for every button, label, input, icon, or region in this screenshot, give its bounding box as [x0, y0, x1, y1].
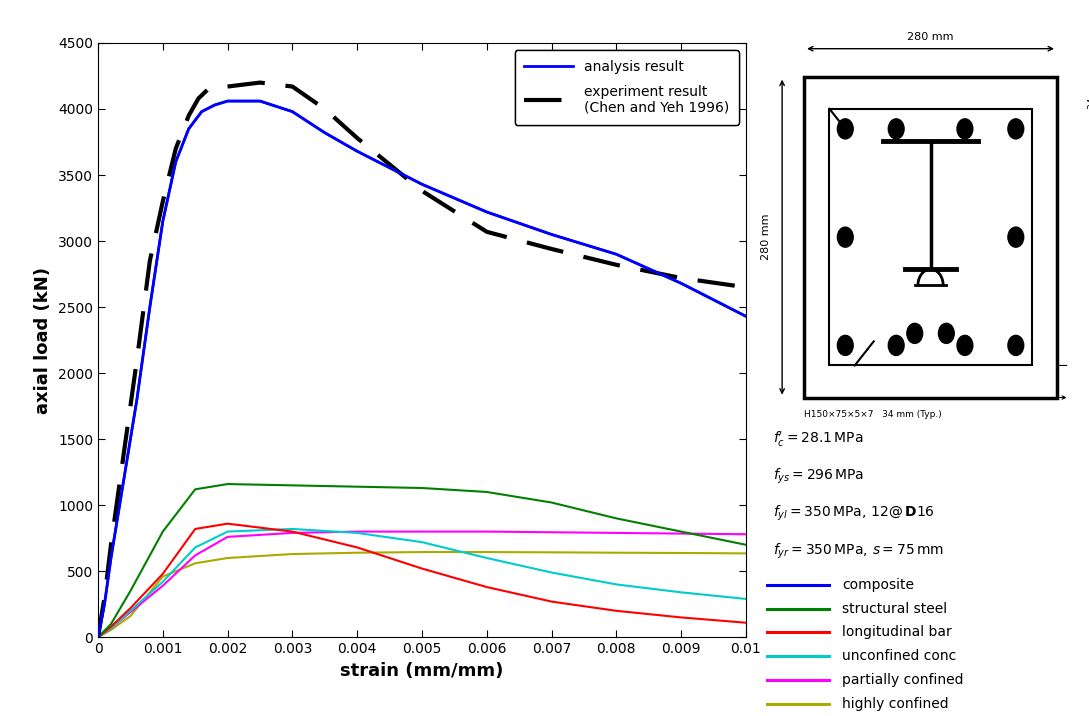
Text: composite: composite	[842, 578, 914, 591]
Text: $f_{yr} = 350\,\mathrm{MPa},\, s = 75\,\mathrm{mm}$: $f_{yr} = 350\,\mathrm{MPa},\, s = 75\,\…	[773, 541, 944, 561]
Bar	[830, 109, 1031, 365]
Circle shape	[907, 324, 922, 344]
Text: longitudinal bar: longitudinal bar	[842, 626, 952, 639]
Text: $f_{ys} = 296\,\mathrm{MPa}$: $f_{ys} = 296\,\mathrm{MPa}$	[773, 467, 865, 486]
Legend: analysis result, experiment result
(Chen and Yeh 1996): analysis result, experiment result (Chen…	[515, 50, 739, 125]
Circle shape	[1008, 227, 1024, 247]
Circle shape	[1008, 119, 1024, 139]
X-axis label: strain (mm/mm): strain (mm/mm)	[340, 662, 504, 679]
Text: unconfined conc: unconfined conc	[842, 649, 956, 663]
Text: 280 mm: 280 mm	[907, 32, 954, 42]
Bar	[804, 77, 1056, 397]
Text: $f_{yl} = 350\,\mathrm{MPa},\, 12@\,\mathbf{D}16$: $f_{yl} = 350\,\mathrm{MPa},\, 12@\,\mat…	[773, 504, 935, 523]
Circle shape	[837, 335, 853, 355]
Text: partially confined: partially confined	[842, 673, 964, 687]
Circle shape	[837, 119, 853, 139]
Circle shape	[957, 335, 972, 355]
Circle shape	[1008, 335, 1024, 355]
Circle shape	[837, 227, 853, 247]
Text: 280 mm: 280 mm	[761, 214, 771, 261]
Text: $f_c^{\prime} = 28.1\,\mathrm{MPa}$: $f_c^{\prime} = 28.1\,\mathrm{MPa}$	[773, 430, 864, 449]
Circle shape	[957, 119, 972, 139]
Text: H150×75×5×7   34 mm (Typ.): H150×75×5×7 34 mm (Typ.)	[804, 410, 942, 419]
Circle shape	[889, 335, 904, 355]
Circle shape	[889, 119, 904, 139]
Y-axis label: axial load (kN): axial load (kN)	[35, 266, 52, 414]
Circle shape	[939, 324, 954, 344]
Text: structural steel: structural steel	[842, 601, 947, 616]
Text: highly confined: highly confined	[842, 697, 949, 711]
